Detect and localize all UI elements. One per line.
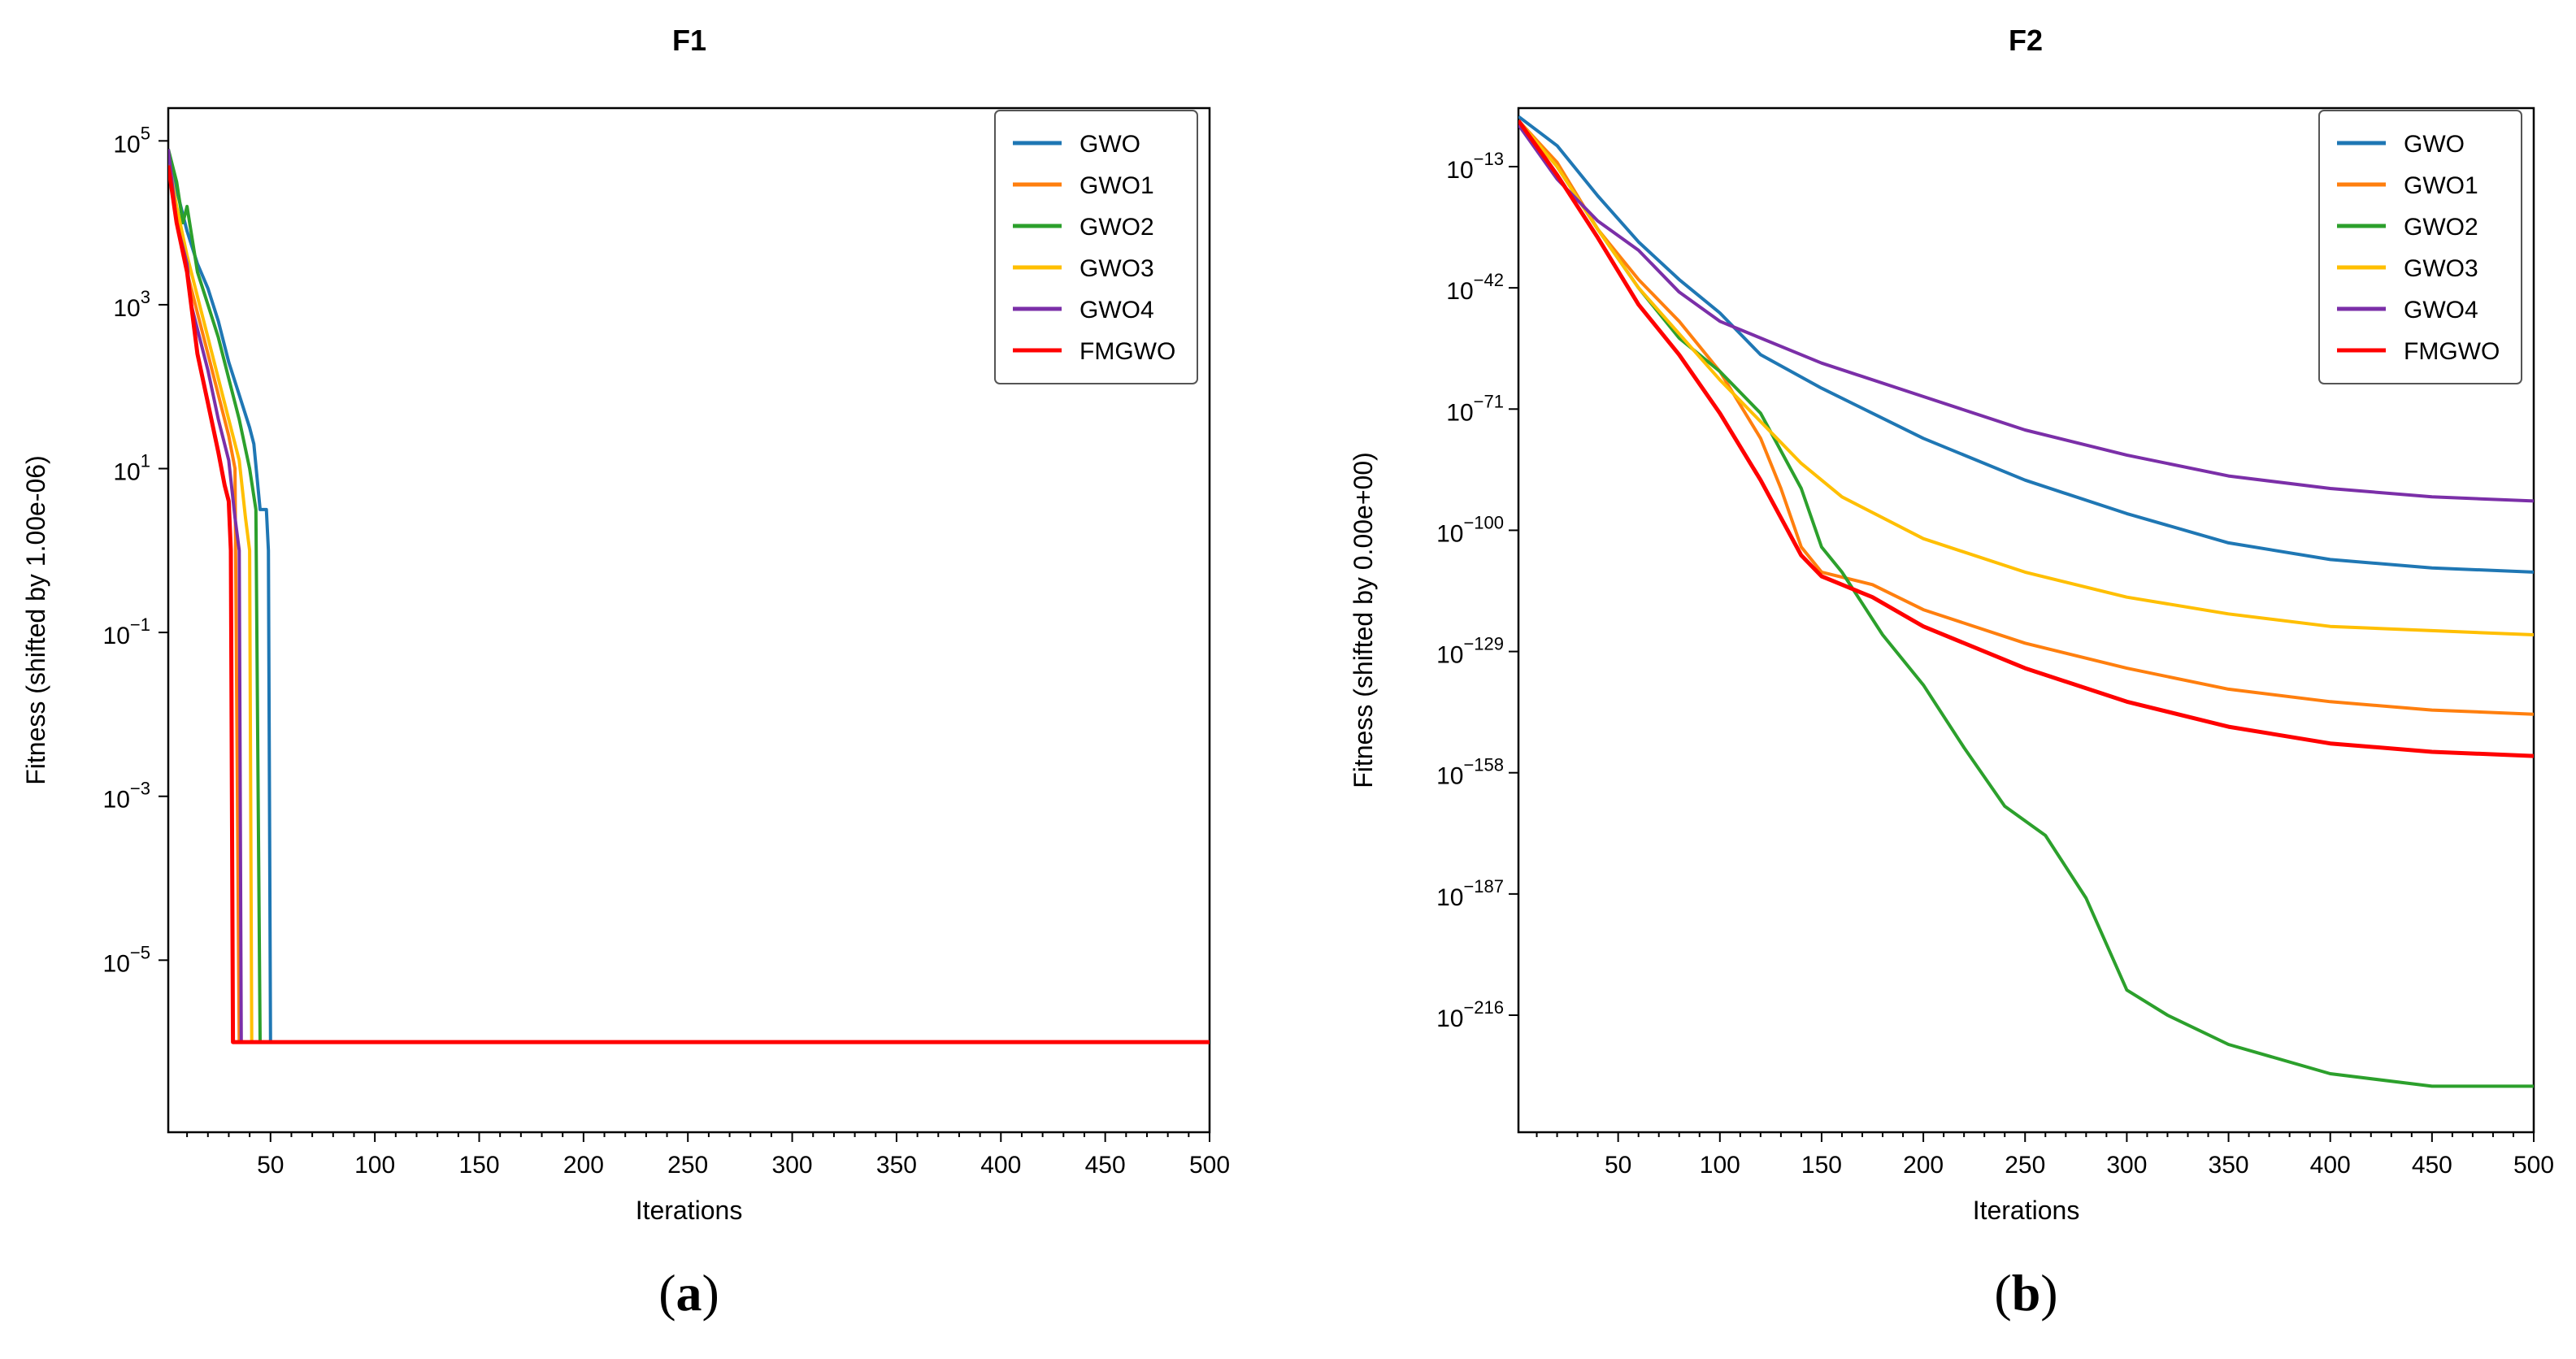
y-tick-label: 10−5 bbox=[103, 942, 150, 977]
y-tick-label: 10−13 bbox=[1446, 149, 1504, 184]
series-line-gwo2 bbox=[168, 148, 1210, 1044]
chart-f2: F2 50 100 150 200 250 300 350 400 450 500 10−13 10−4… bbox=[1349, 24, 2554, 1322]
y-tick-label: 10−100 bbox=[1436, 512, 1504, 547]
y-tick-label: 10−129 bbox=[1436, 634, 1504, 669]
chart-title: F1 bbox=[672, 24, 706, 57]
panel-label: (b) bbox=[1994, 1264, 2057, 1322]
y-tick-label: 10−3 bbox=[103, 779, 150, 814]
legend: GWO GWO1 GWO2 GWO3 GWO4 FMGWO bbox=[994, 110, 1198, 384]
y-axis-label: Fitness (shifted by 1.00e-06) bbox=[21, 455, 50, 785]
x-tick-label: 150 bbox=[458, 1152, 499, 1179]
x-tick-label: 450 bbox=[1085, 1152, 1126, 1179]
x-tick-label: 100 bbox=[354, 1152, 395, 1179]
x-tick-label: 300 bbox=[772, 1152, 813, 1179]
legend-label-gwo1: GWO1 bbox=[1079, 172, 1154, 199]
x-tick-label: 200 bbox=[563, 1152, 604, 1179]
legend-label-gwo1: GWO1 bbox=[2404, 172, 2478, 199]
y-tick-label: 10−42 bbox=[1446, 270, 1504, 305]
x-tick-label: 400 bbox=[2310, 1152, 2351, 1179]
x-tick-label: 350 bbox=[876, 1152, 917, 1179]
legend-label-gwo4: GWO4 bbox=[2404, 297, 2478, 323]
x-tick-label: 150 bbox=[1801, 1152, 1842, 1179]
y-tick-label: 101 bbox=[113, 451, 150, 486]
y-tick-label: 105 bbox=[113, 123, 150, 158]
legend-label-gwo2: GWO2 bbox=[2404, 214, 2478, 241]
x-tick-label: 500 bbox=[1189, 1152, 1230, 1179]
series-line-gwo bbox=[168, 157, 1210, 1044]
series-line-gwo bbox=[1518, 115, 2534, 574]
y-tick-label: 10−187 bbox=[1436, 876, 1504, 911]
x-tick-label: 200 bbox=[1903, 1152, 1944, 1179]
x-tick-label: 500 bbox=[2513, 1152, 2554, 1179]
x-tick-label: 350 bbox=[2209, 1152, 2249, 1179]
chart-f1: F1 50 100 150 200 250 300 350 400 450 500 105 103 101… bbox=[21, 24, 1230, 1322]
legend-label-gwo3: GWO3 bbox=[1079, 255, 1154, 282]
x-tick-label: 300 bbox=[2106, 1152, 2147, 1179]
x-tick-label: 50 bbox=[1605, 1152, 1631, 1179]
legend-box bbox=[994, 110, 1198, 384]
legend-label-gwo: GWO bbox=[1079, 131, 1140, 158]
legend-label-gwo3: GWO3 bbox=[2404, 255, 2478, 282]
legend-label-gwo4: GWO4 bbox=[1079, 297, 1154, 323]
series-line-gwo1 bbox=[1518, 119, 2534, 716]
series-line-gwo4 bbox=[1518, 124, 2534, 503]
legend-label-gwo: GWO bbox=[2404, 131, 2465, 158]
x-tick-label: 450 bbox=[2412, 1152, 2452, 1179]
x-tick-label: 250 bbox=[667, 1152, 708, 1179]
chart-title: F2 bbox=[2009, 24, 2043, 57]
x-tick-label: 400 bbox=[980, 1152, 1021, 1179]
legend: GWO GWO1 GWO2 GWO3 GWO4 FMGWO bbox=[2318, 110, 2522, 384]
y-tick-label: 10−216 bbox=[1436, 997, 1504, 1032]
y-tick-label: 10−158 bbox=[1436, 755, 1504, 790]
series-line-fmgwo bbox=[1518, 119, 2534, 758]
legend-box bbox=[2318, 110, 2522, 384]
series-group bbox=[168, 148, 1210, 1044]
series-line-fmgwo bbox=[168, 165, 1210, 1044]
series-line-gwo3 bbox=[168, 157, 1210, 1044]
y-axis-label: Fitness (shifted by 0.00e+00) bbox=[1349, 452, 1378, 788]
series-group bbox=[1518, 115, 2534, 1088]
y-tick-label: 103 bbox=[113, 287, 150, 322]
legend-label-gwo2: GWO2 bbox=[1079, 214, 1154, 241]
y-tick-label: 10−71 bbox=[1446, 391, 1504, 426]
legend-label-fmgwo: FMGWO bbox=[2404, 338, 2500, 365]
x-axis-label: Iterations bbox=[636, 1196, 743, 1225]
x-tick-label: 100 bbox=[1700, 1152, 1740, 1179]
y-tick-label: 10−1 bbox=[103, 614, 150, 649]
x-axis-label: Iterations bbox=[1973, 1196, 2080, 1225]
panel-label: (a) bbox=[658, 1264, 719, 1322]
legend-label-fmgwo: FMGWO bbox=[1079, 338, 1175, 365]
series-line-gwo3 bbox=[1518, 119, 2534, 636]
x-tick-label: 50 bbox=[257, 1152, 284, 1179]
x-tick-label: 250 bbox=[2005, 1152, 2045, 1179]
